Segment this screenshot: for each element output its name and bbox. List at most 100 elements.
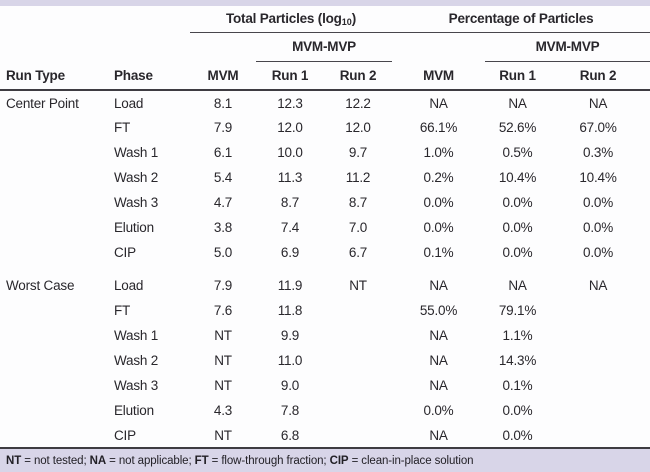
cell-phase: Wash 3 (114, 195, 159, 210)
cell-value: 8.7 (348, 195, 368, 210)
group-title-row: Total Particles (log10) Percentage of Pa… (0, 6, 650, 33)
cell-value: 11.9 (277, 278, 303, 293)
cell-value: 6.9 (280, 245, 300, 260)
cell-value: NT (190, 423, 256, 449)
cell-value: 7.9 (213, 278, 233, 293)
cell-value: NT (349, 278, 367, 293)
cell-value: 5.0 (213, 245, 233, 260)
table-row: Wash 3 4.7 8.7 8.7 0.0% 0.0% 0.0% (0, 190, 650, 215)
footer-abbr: FT (194, 455, 209, 467)
table-row: CIP NT 6.8 NA 0.0% (0, 423, 650, 449)
cell-value: 0.0% (423, 195, 454, 210)
cell-value: 0.1% (423, 245, 454, 260)
col-header-run1-pct: Run 1 (485, 61, 559, 91)
cell-value: 5.4 (213, 170, 233, 185)
cell-value: 0.2% (423, 170, 454, 185)
cell-phase: FT (114, 120, 131, 135)
total-particles-label-close: ) (351, 10, 357, 26)
cell-value (558, 423, 650, 449)
cell-value: 11.8 (277, 303, 303, 318)
cell-value: 0.0% (502, 195, 533, 210)
cell-value: 7.6 (213, 303, 233, 318)
cell-run-type (0, 165, 107, 190)
subgroup-row: MVM-MVP MVM-MVP (0, 32, 650, 62)
cell-value (324, 423, 393, 449)
cell-value: 10.0 (277, 145, 303, 160)
cell-value: NA (588, 95, 608, 111)
footer-abbr: NA (89, 455, 107, 467)
table-row: Elution 3.8 7.4 7.0 0.0% 0.0% 0.0% (0, 215, 650, 240)
table-row: Worst Case Load 7.9 11.9 NT NA NA NA (0, 273, 650, 298)
cell-value: 0.0% (423, 220, 454, 235)
cell-value: 3.8 (213, 220, 233, 235)
cell-value: 0.0% (485, 423, 559, 449)
cell-value (558, 348, 650, 373)
cell-value: 4.7 (213, 195, 233, 210)
cell-value: 12.0 (345, 120, 371, 135)
column-header-row: Run Type Phase MVM Run 1 Run 2 MVM Run 1… (0, 61, 650, 91)
col-header-run2-pct: Run 2 (558, 61, 650, 91)
cell-value: 6.1 (213, 145, 233, 160)
cell-value: NA (508, 278, 527, 293)
cell-phase: Elution (114, 220, 154, 235)
cell-phase: Wash 1 (114, 145, 159, 160)
cell-phase: Elution (114, 403, 154, 418)
cell-run-type (0, 298, 107, 323)
header-spacer (0, 6, 190, 32)
table-row: Wash 1 NT 9.9 NA 1.1% (0, 323, 650, 348)
cell-value: 11.3 (277, 170, 303, 185)
cell-value: 4.3 (213, 403, 233, 418)
total-particles-group-header: Total Particles (log10) (190, 6, 393, 33)
cell-value (324, 323, 392, 348)
cell-value: NT (214, 353, 232, 368)
table-row: CIP 5.0 6.9 6.7 0.1% 0.0% 0.0% (0, 240, 650, 265)
cell-run-type (0, 215, 107, 240)
cell-value (558, 298, 650, 323)
cell-value: 10.4% (579, 170, 617, 185)
table-row: FT 7.6 11.8 55.0% 79.1% (0, 298, 650, 323)
table-row: FT 7.9 12.0 12.0 66.1% 52.6% 67.0% (0, 115, 650, 140)
abbreviation-legend: NT = not tested; NA = not applicable; FT… (0, 449, 650, 472)
cell-value: 55.0% (419, 303, 458, 318)
cell-value: 6.7 (348, 245, 368, 260)
cell-value: 0.5% (502, 145, 533, 160)
cell-run-type: Center Point (6, 95, 79, 111)
cell-value: 12.2 (345, 95, 371, 111)
cell-value: 0.0% (502, 245, 533, 260)
cell-value: 8.1 (213, 95, 233, 111)
cell-value: 1.0% (423, 145, 454, 160)
cell-value: NA (508, 95, 527, 111)
cell-value: 12.3 (277, 95, 303, 111)
cell-phase: Wash 2 (114, 353, 159, 368)
col-header-phase: Phase (107, 61, 190, 91)
footer-abbr: NT (6, 455, 22, 467)
cell-value: 7.4 (280, 220, 300, 235)
table-row: Elution 4.3 7.8 0.0% 0.0% (0, 398, 650, 423)
cell-value (324, 398, 392, 423)
cell-phase: Load (114, 278, 144, 293)
cell-run-type (0, 240, 107, 265)
mvm-mvp-subheader-total: MVM-MVP (256, 32, 393, 62)
top-accent-band (0, 0, 650, 6)
cell-value: 0.0% (583, 195, 614, 210)
cell-value (324, 373, 392, 398)
cell-value: NT (214, 378, 232, 393)
footer-abbr-description: = flow-through fraction; (208, 455, 330, 467)
cell-value (558, 398, 650, 423)
mvm-mvp-subheader-pct: MVM-MVP (485, 32, 650, 62)
cell-phase: Wash 3 (114, 378, 159, 393)
cell-value: 67.0% (579, 120, 617, 135)
cell-value: 7.9 (213, 120, 233, 135)
cell-value (324, 348, 392, 373)
table-row: Wash 2 NT 11.0 NA 14.3% (0, 348, 650, 373)
cell-value: 0.0% (502, 220, 533, 235)
cell-value: NA (429, 353, 448, 368)
cell-run-type (0, 190, 107, 215)
cell-value: NA (429, 278, 448, 293)
cell-value: NA (429, 328, 448, 343)
group-spacer (0, 265, 650, 273)
cell-run-type (0, 423, 107, 449)
cell-run-type (0, 398, 107, 423)
cell-value (558, 373, 650, 398)
cell-value: NA (588, 278, 608, 293)
